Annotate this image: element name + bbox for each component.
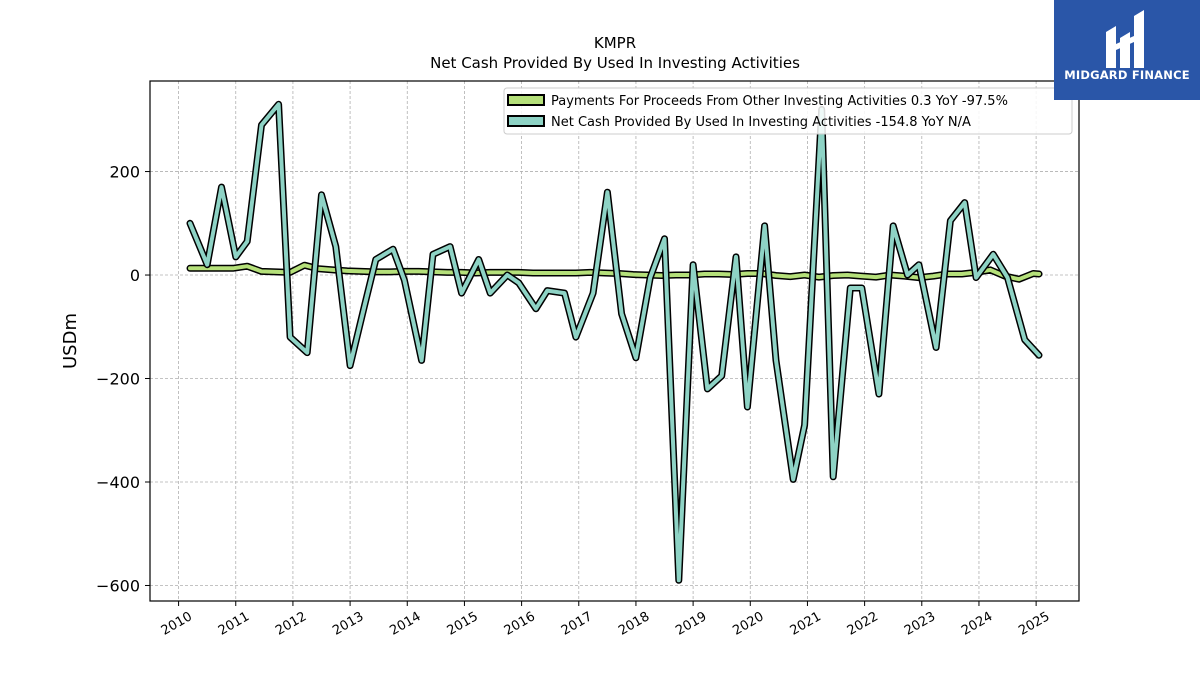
x-tick-label: 2016 (502, 609, 538, 639)
midgard-logo-icon (1106, 10, 1144, 68)
y-tick-label: −600 (96, 576, 140, 595)
legend-label-net-cash: Net Cash Provided By Used In Investing A… (551, 115, 971, 130)
x-tick-label: 2010 (159, 609, 195, 639)
x-tick-label: 2020 (730, 609, 766, 639)
y-tick-label: 0 (130, 266, 140, 285)
x-tick-label: 2014 (387, 609, 423, 639)
x-tick-label: 2023 (902, 609, 938, 639)
legend-label-payments: Payments For Proceeds From Other Investi… (551, 94, 1008, 109)
chart-subtitle: Net Cash Provided By Used In Investing A… (430, 54, 800, 72)
axes: 2010 2011 2012 2013 2014 2015 2016 2017 2018 2019… (96, 163, 1052, 639)
legend: Payments For Proceeds From Other Investi… (503, 87, 1073, 135)
grid (150, 81, 1079, 601)
legend-swatch-payments (507, 94, 545, 106)
x-tick-label: 2022 (845, 609, 881, 639)
legend-frame (503, 87, 1073, 135)
x-tick-label: 2013 (330, 609, 366, 639)
x-tick-label: 2025 (1016, 609, 1052, 639)
y-axis-label: USDm (60, 313, 81, 369)
x-tick-label: 2012 (273, 609, 309, 639)
x-tick-label: 2019 (673, 609, 709, 639)
plot-frame (149, 80, 1080, 602)
brand-logo: MIDGARD FINANCE (1054, 0, 1200, 100)
brand-logo-text: MIDGARD FINANCE (1064, 68, 1190, 82)
chart-title: KMPR (594, 34, 636, 52)
y-tick-label: 200 (109, 163, 140, 182)
series-outline-net-cash (186, 100, 1043, 584)
y-tick-label: −200 (96, 370, 140, 389)
series-line-net-cash (188, 102, 1041, 583)
x-tick-label: 2018 (616, 609, 652, 639)
x-tick-label: 2015 (445, 609, 481, 639)
series-lines (186, 100, 1043, 584)
x-tick-label: 2024 (959, 609, 995, 639)
x-tick-label: 2011 (216, 609, 252, 639)
x-tick-label: 2017 (559, 609, 595, 639)
y-tick-label: −400 (96, 473, 140, 492)
legend-swatch-net-cash (507, 115, 545, 127)
x-tick-label: 2021 (788, 609, 824, 639)
